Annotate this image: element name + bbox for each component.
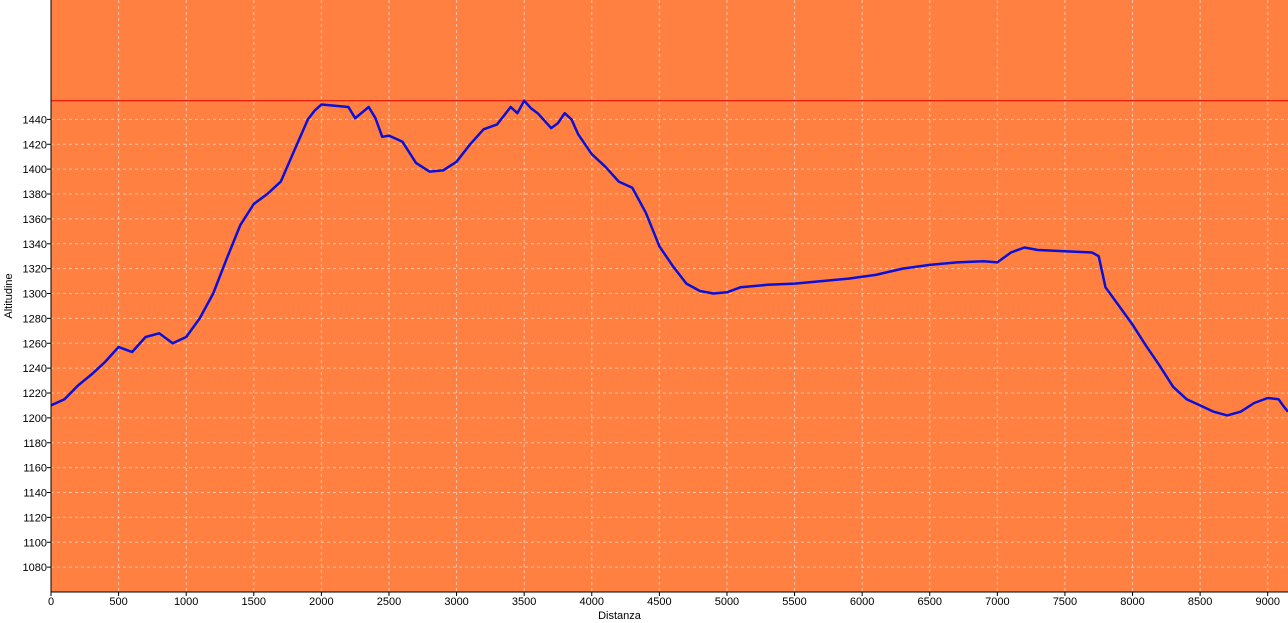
x-tick-label: 1500 bbox=[242, 596, 266, 608]
x-tick-label: 2500 bbox=[377, 596, 401, 608]
y-axis-tick-labels: 1080 1100 1120 1140 1160 1180 1200 1220 1240 1260… bbox=[23, 114, 47, 574]
y-tick-label: 1420 bbox=[23, 139, 47, 151]
x-tick-label: 5000 bbox=[715, 596, 739, 608]
y-tick-label: 1120 bbox=[23, 512, 47, 524]
x-tick-label: 8000 bbox=[1120, 596, 1144, 608]
x-tick-label: 7500 bbox=[1053, 596, 1077, 608]
y-tick-label: 1080 bbox=[23, 562, 47, 574]
y-tick-label: 1360 bbox=[23, 214, 47, 226]
y-tick-label: 1440 bbox=[23, 114, 47, 126]
x-tick-label: 7000 bbox=[985, 596, 1009, 608]
y-tick-label: 1240 bbox=[23, 363, 47, 375]
x-tick-label: 500 bbox=[109, 596, 127, 608]
y-tick-label: 1160 bbox=[23, 463, 47, 475]
y-tick-label: 1260 bbox=[23, 338, 47, 350]
y-tick-label: 1200 bbox=[23, 413, 47, 425]
axes bbox=[47, 0, 1288, 596]
x-tick-label: 5500 bbox=[782, 596, 806, 608]
x-tick-label: 4500 bbox=[647, 596, 671, 608]
y-tick-label: 1320 bbox=[23, 264, 47, 276]
y-tick-label: 1140 bbox=[23, 488, 47, 500]
elevation-series-line bbox=[50, 99, 1288, 417]
y-tick-label: 1380 bbox=[23, 189, 47, 201]
y-tick-label: 1400 bbox=[23, 164, 47, 176]
y-tick-label: 1180 bbox=[23, 438, 47, 450]
x-tick-label: 8500 bbox=[1188, 596, 1212, 608]
x-tick-label: 3000 bbox=[444, 596, 468, 608]
x-axis-tick-labels: 0 500 1000 1500 2000 2500 3000 3500 4000 4500 5000… bbox=[48, 596, 1280, 608]
x-axis-title: Distanza bbox=[598, 610, 642, 622]
gridlines bbox=[51, 0, 1288, 592]
x-tick-label: 6500 bbox=[918, 596, 942, 608]
x-tick-label: 2000 bbox=[309, 596, 333, 608]
y-axis-title: Altitudine bbox=[3, 273, 15, 318]
x-tick-label: 6000 bbox=[850, 596, 874, 608]
x-tick-label: 0 bbox=[48, 596, 54, 608]
plot-background bbox=[51, 0, 1288, 592]
y-tick-label: 1280 bbox=[23, 313, 47, 325]
y-tick-label: 1100 bbox=[23, 537, 47, 549]
y-tick-label: 1220 bbox=[23, 388, 47, 400]
y-tick-label: 1300 bbox=[23, 289, 47, 301]
x-tick-label: 9000 bbox=[1255, 596, 1279, 608]
y-tick-label: 1340 bbox=[23, 239, 47, 251]
x-tick-label: 1000 bbox=[174, 596, 198, 608]
x-tick-label: 4000 bbox=[580, 596, 604, 608]
x-tick-label: 3500 bbox=[512, 596, 536, 608]
